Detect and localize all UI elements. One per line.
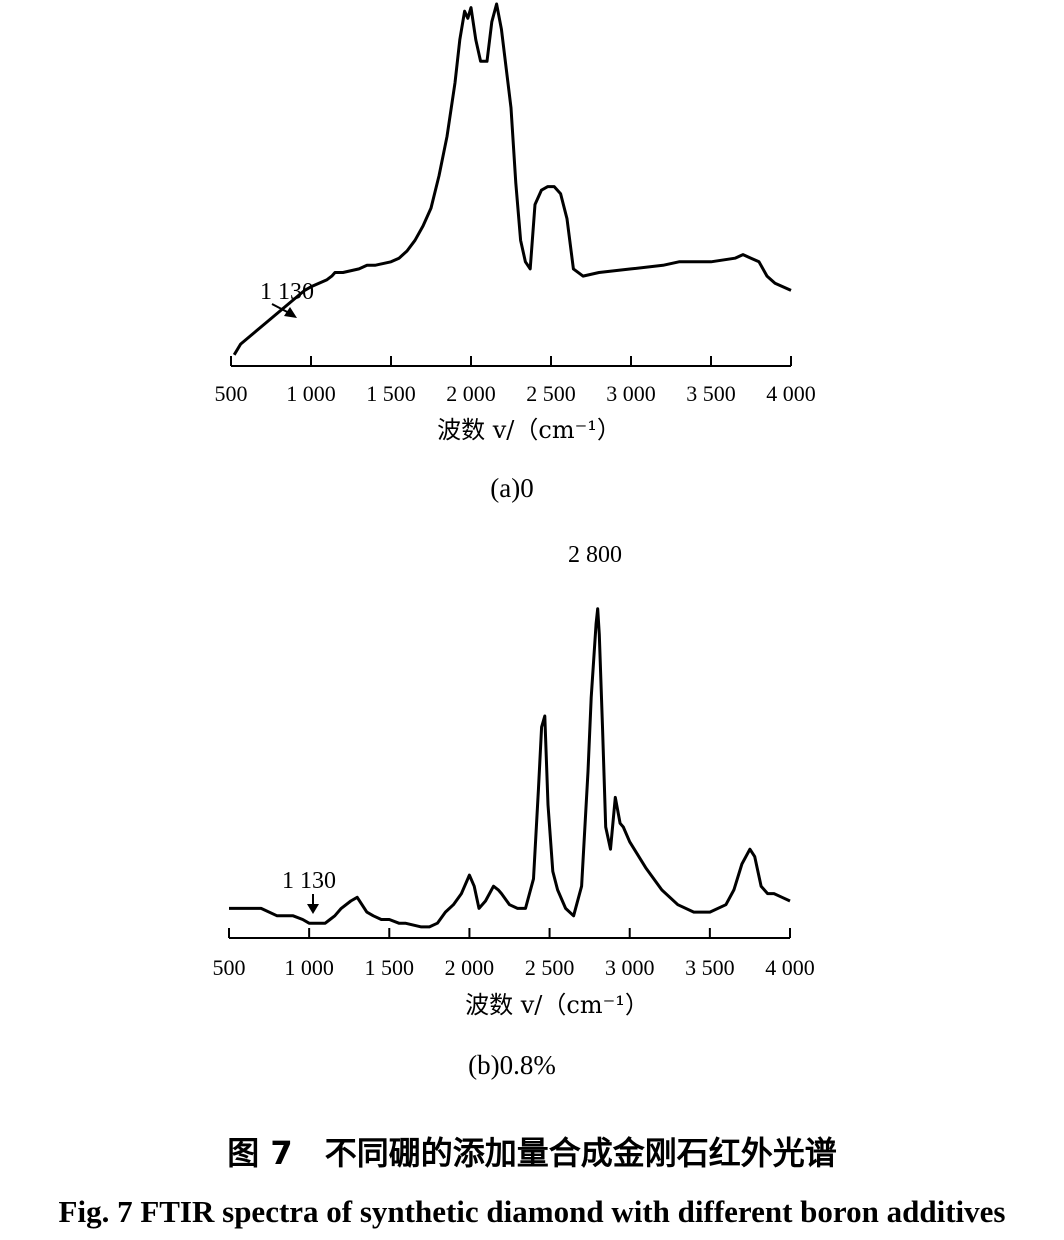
x-tick-label-b-2500: 2 500 <box>525 955 575 980</box>
figure-caption-chinese: 图 7 不同硼的添加量合成金刚石红外光谱 <box>227 1134 837 1172</box>
x-tick-label-a-4000: 4 000 <box>766 381 816 406</box>
x-tick-label-b-3500: 3 500 <box>685 955 735 980</box>
x-tick-label-a-500: 500 <box>215 381 248 406</box>
x-ticks-b: 500 1 000 1 500 2 000 2 500 3 000 3 500 4 000 <box>213 928 815 980</box>
annotation-arrow-a <box>271 303 297 318</box>
x-tick-label-a-2000: 2 000 <box>446 381 496 406</box>
spectrum-line-a <box>232 2 792 356</box>
x-tick-label-b-4000: 4 000 <box>765 955 815 980</box>
x-axis-label-a: 波数 v/（cm⁻¹） <box>437 416 621 444</box>
x-tick-label-a-1000: 1 000 <box>286 381 336 406</box>
panel-a: 500 1 000 1 500 2 000 2 500 3 000 3 500 4 000 波… <box>215 2 816 503</box>
x-ticks-a: 500 1 000 1 500 2 000 2 500 3 000 3 500 4 000 <box>215 356 816 406</box>
x-tick-label-b-1500: 1 500 <box>365 955 415 980</box>
x-axis-label-b: 波数 v/（cm⁻¹） <box>465 991 649 1019</box>
figure-canvas: 500 1 000 1 500 2 000 2 500 3 000 3 500 4 000 波… <box>213 2 816 1080</box>
subcaption-a: (a)0 <box>490 473 533 503</box>
panel-b: 500 1 000 1 500 2 000 2 500 3 000 3 500 4 000 波… <box>213 542 815 1080</box>
spectrum-line-b <box>229 607 791 929</box>
x-tick-label-b-3000: 3 000 <box>605 955 655 980</box>
x-tick-label-b-1000: 1 000 <box>284 955 334 980</box>
x-tick-label-b-2000: 2 000 <box>445 955 495 980</box>
annotation-2800-b: 2 800 <box>568 542 622 568</box>
x-tick-label-a-2500: 2 500 <box>526 381 576 406</box>
annotation-arrow-b <box>307 894 319 914</box>
x-tick-label-a-3000: 3 000 <box>606 381 656 406</box>
x-tick-label-b-500: 500 <box>213 955 246 980</box>
annotation-1130-a: 1 130 <box>260 279 314 305</box>
figure-caption-english: Fig. 7 FTIR spectra of synthetic diamond… <box>58 1194 1006 1229</box>
x-tick-label-a-1500: 1 500 <box>366 381 416 406</box>
subcaption-b: (b)0.8% <box>468 1050 556 1080</box>
annotation-1130-b: 1 130 <box>282 868 336 894</box>
x-tick-label-a-3500: 3 500 <box>686 381 736 406</box>
